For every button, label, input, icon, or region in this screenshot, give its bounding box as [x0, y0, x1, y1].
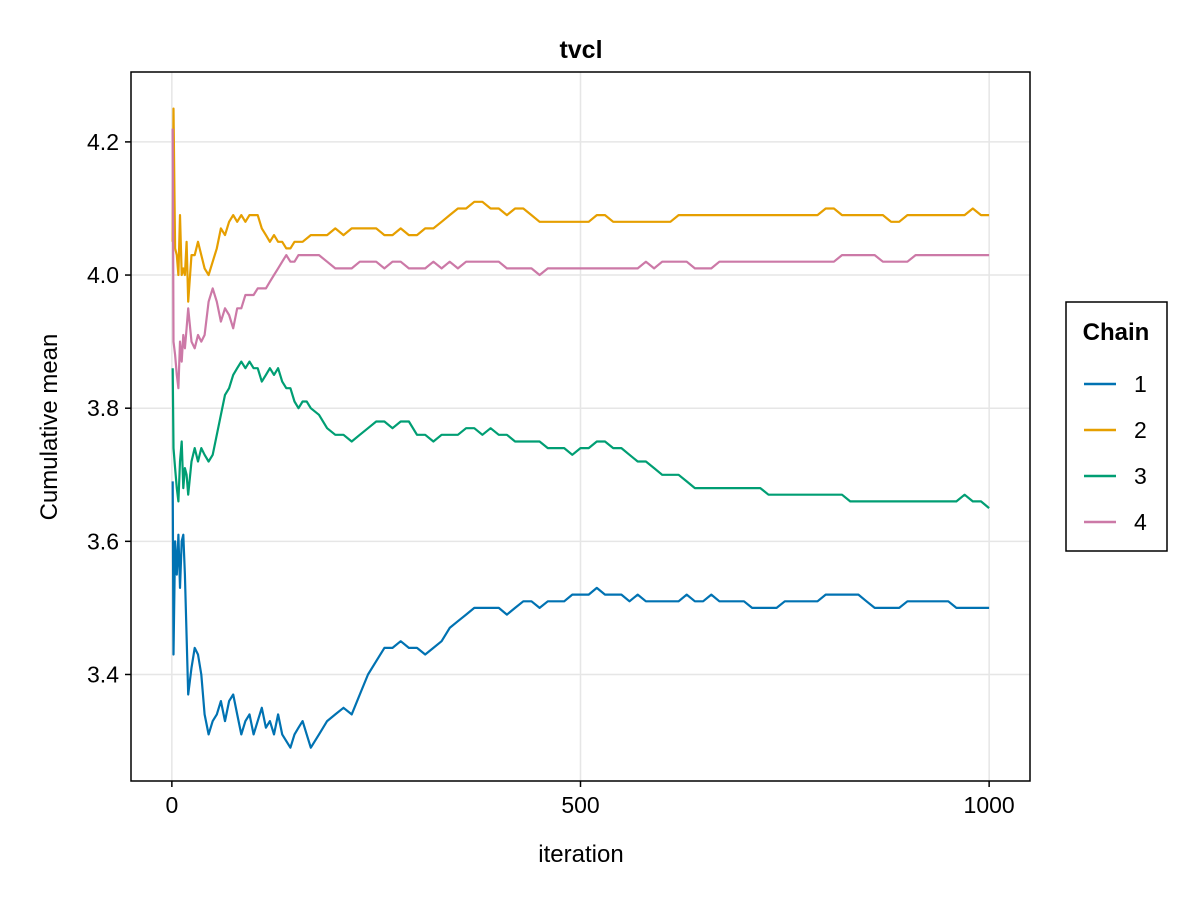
series-line-chain-1: [171, 481, 990, 749]
legend-title: Chain: [1083, 319, 1150, 346]
x-axis-label: iteration: [538, 841, 623, 868]
y-tick-label: 4.2: [87, 129, 119, 155]
series-line-chain-4: [171, 128, 990, 390]
x-tick-label: 500: [561, 792, 599, 818]
x-tick-label: 0: [165, 792, 178, 818]
y-tick-label: 3.4: [87, 661, 119, 687]
legend-label-chain-4: 4: [1134, 509, 1147, 535]
y-axis-ticks: 3.4 3.6 3.8 4.0 4.2: [87, 129, 131, 687]
y-tick-label: 3.6: [87, 528, 119, 554]
series-line-chain-2: [171, 107, 990, 303]
series-line-chain-3: [171, 360, 990, 509]
series-lines: [171, 107, 990, 749]
legend-box: [1065, 301, 1168, 552]
chart-title: tvcl: [559, 36, 602, 64]
legend-label-chain-2: 2: [1134, 417, 1147, 443]
y-axis-label: Cumulative mean: [36, 334, 63, 521]
legend-items: 1 2 3 4: [1084, 371, 1147, 535]
x-tick-label: 1000: [964, 792, 1015, 818]
x-axis-ticks: 0 500 1000: [165, 781, 1015, 818]
y-tick-label: 3.8: [87, 395, 119, 421]
legend-label-chain-1: 1: [1134, 371, 1147, 397]
legend: Chain 1 2 3 4: [1065, 301, 1168, 552]
legend-label-chain-3: 3: [1134, 463, 1147, 489]
y-tick-label: 4.0: [87, 262, 119, 288]
